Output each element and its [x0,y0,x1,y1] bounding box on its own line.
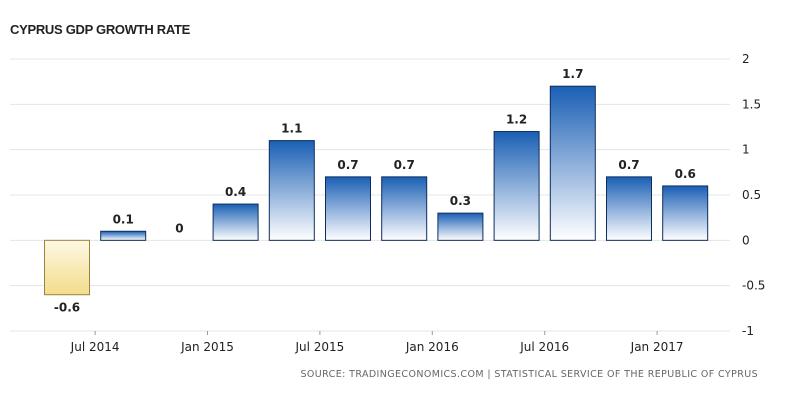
data-label: 1.7 [562,67,583,81]
y-tick-label: 1.5 [742,97,761,111]
data-label: 0.7 [394,158,415,172]
data-labels: -0.6 0.1 0 0.4 1.1 0.7 0.7 0.3 1.2 1.7 0.7 0.6 [54,67,696,315]
data-label: 0.7 [618,158,639,172]
data-label: 0.3 [450,194,471,208]
source-note: SOURCE: TRADINGECONOMICS.COM | STATISTIC… [300,369,758,380]
y-tick-label: -1 [742,324,754,338]
data-label: -0.6 [54,301,80,315]
y-tick-label: 1 [742,143,750,157]
x-tick-label: Jan 2015 [180,340,234,354]
data-label: 1.2 [506,113,527,127]
x-tick-label: Jul 2016 [519,340,569,354]
y-tick-label: 0.5 [742,188,761,202]
bar [268,140,315,241]
data-label: 1.1 [281,122,302,136]
data-label: 0.1 [113,212,134,226]
bar [212,203,259,241]
bar [606,176,652,241]
data-label: 0.7 [337,158,358,172]
data-label: 0 [175,221,183,235]
x-tick-label: Jan 2017 [630,340,684,354]
bar [662,185,709,241]
y-tick-label: 0 [742,233,750,247]
bar [325,176,371,241]
bar [493,131,540,241]
y-tick-label: -0.5 [742,279,765,293]
y-tick-label: 2 [742,52,750,66]
x-tick-label: Jan 2016 [405,340,459,354]
bar [549,85,596,241]
x-tick-label: Jul 2014 [70,340,120,354]
x-tick-label: Jul 2015 [294,340,344,354]
bar [381,176,428,241]
chart-title: CYPRUS GDP GROWTH RATE [10,22,190,37]
x-axis: Jul 2014 Jan 2015 Jul 2015 Jan 2016 Jul 2016… [70,331,684,354]
bars [44,85,709,296]
data-label: 0.6 [675,167,696,181]
data-label: 0.4 [225,185,246,199]
bar [44,239,90,296]
bar [437,212,484,241]
bar [100,230,147,241]
y-axis: 2 1.5 1 0.5 0 -0.5 -1 [742,52,765,338]
